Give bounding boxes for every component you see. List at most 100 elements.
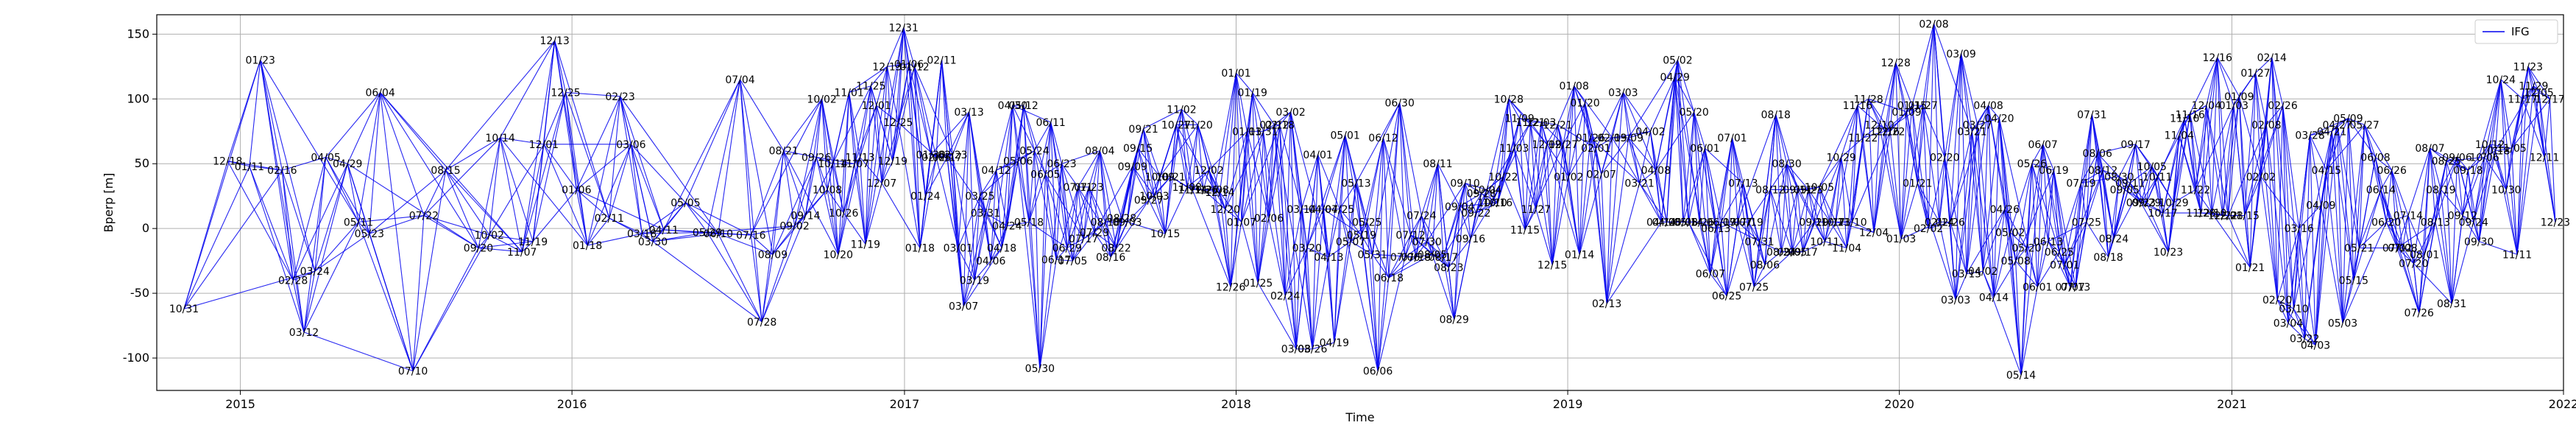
ifg-edge [2494, 150, 2518, 255]
ifg-edge [380, 92, 425, 216]
ifg-edge [1044, 174, 1057, 260]
ifg-edge [423, 137, 501, 216]
ifg-edge [2402, 215, 2409, 248]
ifg-edge [1551, 124, 1559, 265]
acquisition-date-label: 04/02 [1635, 126, 1665, 138]
x-tick-label: 2022 [2549, 397, 2576, 411]
ifg-edge [1345, 135, 1351, 242]
ifg-edge [347, 92, 381, 164]
ifg-edge [260, 60, 283, 171]
ifg-edge [1928, 221, 1950, 229]
ifg-edge [2135, 144, 2147, 203]
ifg-edge [641, 202, 686, 234]
ifg-edge [2025, 144, 2044, 248]
ifg-edge [1906, 105, 1923, 113]
acquisition-date-label: 03/18 [627, 228, 657, 240]
ifg-edge [1388, 102, 1401, 278]
ifg-edge [543, 144, 577, 190]
ifg-edge [1372, 138, 1384, 255]
ifg-edge [2201, 212, 2223, 217]
acquisition-date-label: 10/28 [1494, 94, 1524, 105]
ifg-edge [1306, 208, 1324, 248]
ifg-edge [1372, 253, 1416, 258]
ifg-edge [1475, 189, 1487, 214]
ifg-edge [996, 169, 1008, 226]
ifg-edge [1808, 189, 1831, 222]
ifg-edge [1535, 122, 1542, 209]
ifg-edge [1868, 99, 1891, 132]
ifg-edge [1268, 217, 1286, 296]
ifg-edge [1099, 150, 1117, 248]
ifg-edge [1966, 270, 1984, 275]
ifg-edge [380, 92, 414, 371]
ifg-edge [2190, 114, 2202, 214]
acquisition-date-label: 07/06 [1390, 252, 1420, 264]
ifg-edge [1786, 164, 1804, 252]
ifg-edge [963, 280, 975, 306]
x-tick-label: 2015 [225, 397, 255, 411]
ifg-edge [1033, 150, 1057, 260]
acquisition-date-label: 05/01 [1330, 130, 1359, 142]
ifg-edge [2260, 105, 2284, 177]
ifg-edge [1873, 124, 1880, 233]
ifg-edge [1900, 221, 1940, 239]
ifg-edge [1808, 186, 1820, 190]
ifg-edge [1214, 189, 1226, 210]
acquisition-date-label: 05/20 [2011, 243, 2041, 255]
ifg-edge [652, 233, 718, 242]
acquisition-date-label: 05/26 [2017, 158, 2047, 170]
ifg-edge [2059, 183, 2082, 252]
acquisition-date-label: 12/04 [1859, 227, 1889, 239]
ifg-edge [1977, 124, 1984, 272]
acquisition-date-label: 03/19 [960, 276, 989, 287]
ifg-edge [1922, 24, 1935, 106]
acquisition-date-label: 09/24 [2459, 217, 2488, 228]
ifg-edge [2255, 57, 2273, 74]
acquisition-date-label: 11/01 [834, 88, 863, 99]
acquisition-date-label: 04/06 [976, 256, 1005, 267]
ifg-edge [2086, 153, 2098, 222]
ifg-edge [1622, 92, 1630, 138]
ifg-edge [1170, 124, 1177, 177]
ifg-edge [2380, 189, 2387, 222]
ifg-edge [913, 66, 932, 155]
acquisition-date-label: 07/13 [1728, 178, 1758, 190]
ifg-edge [958, 111, 970, 248]
ifg-edge [838, 164, 855, 255]
ifg-edge [1933, 24, 1972, 132]
acquisition-date-label: 01/12 [899, 61, 929, 73]
ifg-edge [1622, 92, 1657, 171]
acquisition-date-label: 08/10 [1091, 217, 1120, 228]
acquisition-date-label: 11/16 [1843, 100, 1872, 112]
ifg-edge [1219, 192, 1231, 287]
acquisition-date-label: 05/19 [1347, 230, 1376, 242]
acquisition-date-label: 03/04 [2274, 318, 2303, 330]
ifg-edge [761, 215, 806, 323]
ifg-edge [1900, 111, 1908, 239]
ifg-edge [249, 166, 294, 281]
acquisition-date-label: 03/27 [1963, 119, 1992, 131]
ifg-edge [1836, 221, 1875, 233]
acquisition-date-label: 11/26 [1189, 184, 1218, 196]
ifg-edge [2358, 189, 2382, 248]
ifg-edge [1377, 277, 1390, 371]
ifg-edge [1312, 154, 1319, 349]
ifg-edge [1715, 137, 1733, 229]
ifg-edge [2353, 189, 2382, 281]
ifg-edge [1192, 189, 1231, 287]
acquisition-date-label: 05/20 [1679, 107, 1708, 119]
ifg-edge [1301, 208, 1313, 349]
ifg-edge [930, 60, 943, 155]
ifg-edge [1677, 60, 1689, 222]
ifg-edge [1628, 137, 1662, 222]
ifg-edge [2538, 92, 2545, 158]
acquisition-date-label: 05/02 [1995, 227, 2025, 239]
ifg-edge [2211, 105, 2234, 214]
acquisition-date-label: 10/10 [1477, 197, 1507, 209]
ifg-edge [1884, 111, 1907, 132]
ifg-edge [843, 164, 855, 214]
acquisition-date-label: 02/06 [1254, 213, 1284, 225]
ifg-edge [609, 144, 631, 219]
ifg-edge [1105, 222, 1111, 257]
ifg-edge [1906, 105, 1913, 113]
